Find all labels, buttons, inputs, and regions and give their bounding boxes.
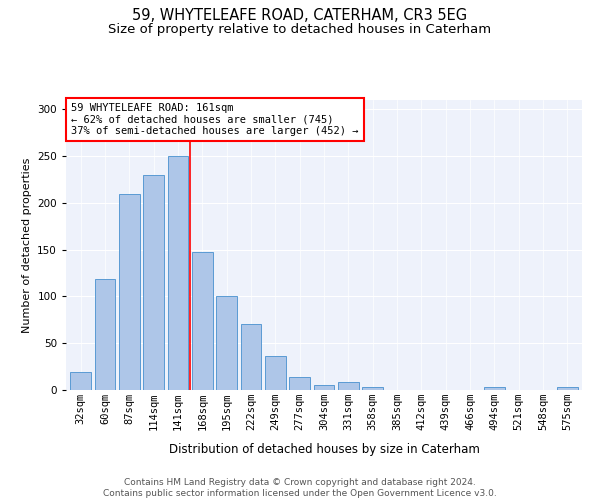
Bar xyxy=(70,372,91,390)
Bar xyxy=(95,278,115,390)
Text: 59, WHYTELEAFE ROAD, CATERHAM, CR3 5EG: 59, WHYTELEAFE ROAD, CATERHAM, CR3 5EG xyxy=(133,8,467,22)
Bar xyxy=(265,356,286,390)
Bar xyxy=(557,387,578,390)
Bar xyxy=(192,252,212,390)
Y-axis label: Number of detached properties: Number of detached properties xyxy=(22,158,32,332)
Text: 59 WHYTELEAFE ROAD: 161sqm
← 62% of detached houses are smaller (745)
37% of sem: 59 WHYTELEAFE ROAD: 161sqm ← 62% of deta… xyxy=(71,103,359,136)
Text: Distribution of detached houses by size in Caterham: Distribution of detached houses by size … xyxy=(169,442,479,456)
Bar xyxy=(119,194,140,390)
Bar xyxy=(216,296,237,390)
Bar xyxy=(338,382,359,390)
Bar xyxy=(167,156,188,390)
Bar xyxy=(362,387,383,390)
Text: Size of property relative to detached houses in Caterham: Size of property relative to detached ho… xyxy=(109,22,491,36)
Bar xyxy=(289,377,310,390)
Text: Contains HM Land Registry data © Crown copyright and database right 2024.
Contai: Contains HM Land Registry data © Crown c… xyxy=(103,478,497,498)
Bar xyxy=(484,387,505,390)
Bar xyxy=(143,175,164,390)
Bar xyxy=(314,386,334,390)
Bar xyxy=(241,324,262,390)
